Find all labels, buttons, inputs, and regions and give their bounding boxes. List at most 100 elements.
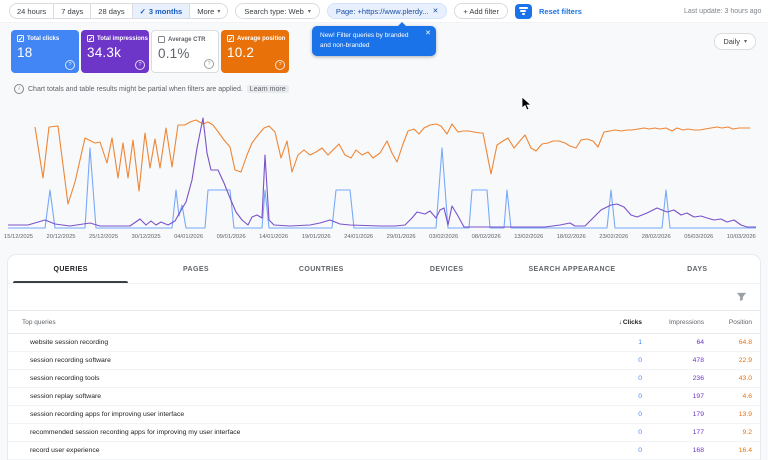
- chart-canvas: [8, 117, 756, 229]
- x-tick: 05/03/2026: [684, 234, 714, 240]
- column-top-queries[interactable]: Top queries: [22, 318, 56, 326]
- checkbox-checked-icon[interactable]: [227, 35, 234, 43]
- table-row[interactable]: session recording tools 0 236 43.0: [8, 370, 760, 388]
- tab-days[interactable]: DAYS: [635, 255, 760, 283]
- clicks-cell: 0: [638, 411, 642, 418]
- x-tick: 10/03/2026: [726, 234, 756, 240]
- range-label: 7 days: [61, 6, 84, 16]
- range-28-days[interactable]: 28 days: [91, 4, 133, 18]
- x-tick: 08/02/2026: [471, 234, 501, 240]
- table-row[interactable]: record user experience 0 168 16.4: [8, 442, 760, 460]
- checkbox-unchecked-icon[interactable]: [158, 36, 165, 43]
- average-ctr-value: 0.1%: [158, 46, 190, 61]
- impressions-cell: 478: [692, 357, 704, 364]
- impressions-cell: 179: [692, 411, 704, 418]
- close-icon[interactable]: ✕: [432, 8, 439, 15]
- page-filter-chip[interactable]: Page: +https://www.plerdy... ✕: [326, 3, 448, 19]
- query-cell[interactable]: website session recording: [30, 339, 109, 346]
- total-clicks-card[interactable]: Total clicks 18 ?: [11, 30, 79, 73]
- table-row[interactable]: session recording apps for improving use…: [8, 406, 760, 424]
- total-impressions-card[interactable]: Total impressions 34.3k ?: [81, 30, 149, 73]
- table-header-row: Top queries ↓Clicks Impressions Position: [8, 310, 760, 334]
- x-tick: 03/02/2026: [429, 234, 459, 240]
- tab-queries[interactable]: QUERIES: [8, 255, 133, 283]
- help-icon[interactable]: ?: [135, 60, 145, 70]
- tab-devices[interactable]: DEVICES: [384, 255, 509, 283]
- clicks-cell: 0: [638, 375, 642, 382]
- card-label: Average CTR: [168, 36, 206, 43]
- tab-label: DAYS: [687, 265, 708, 273]
- learn-more-link[interactable]: Learn more: [246, 85, 289, 93]
- dimension-tabs: QUERIES PAGES COUNTRIES DEVICES SEARCH A…: [8, 255, 760, 284]
- performance-chart[interactable]: [0, 108, 768, 234]
- results-table-card: QUERIES PAGES COUNTRIES DEVICES SEARCH A…: [8, 255, 760, 460]
- total-impressions-value: 34.3k: [87, 45, 122, 60]
- granularity-dropdown[interactable]: Daily ▾: [714, 33, 756, 50]
- notice-text: Chart totals and table results might be …: [28, 85, 243, 93]
- help-icon[interactable]: ?: [275, 60, 285, 70]
- range-7-days[interactable]: 7 days: [54, 4, 92, 18]
- x-tick: 18/02/2026: [556, 234, 586, 240]
- total-clicks-line: [8, 147, 756, 229]
- partial-data-notice: i Chart totals and table results might b…: [14, 84, 289, 94]
- query-cell[interactable]: recommended session recording apps for i…: [30, 429, 241, 436]
- table-row[interactable]: recommended session recording apps for i…: [8, 424, 760, 442]
- page-filter-label: Page: +https://www.plerdy...: [335, 6, 429, 16]
- column-label: Clicks: [622, 318, 642, 326]
- table-filter-icon[interactable]: [736, 292, 747, 302]
- x-tick: 20/12/2025: [46, 234, 76, 240]
- x-tick: 13/02/2026: [514, 234, 544, 240]
- last-update-text: Last update: 3 hours ago: [684, 7, 762, 15]
- position-cell: 4.6: [742, 393, 752, 400]
- add-filter-button[interactable]: + Add filter: [454, 3, 508, 19]
- table-filter-row: [8, 284, 760, 310]
- help-icon[interactable]: ?: [204, 59, 214, 69]
- query-cell[interactable]: session recording tools: [30, 375, 100, 382]
- range-label: 3 months: [148, 6, 183, 16]
- impressions-cell: 168: [692, 447, 704, 454]
- average-position-card[interactable]: Average position 10.2 ?: [221, 30, 289, 73]
- position-cell: 16.4: [738, 447, 752, 454]
- help-icon[interactable]: ?: [65, 60, 75, 70]
- reset-filters-link[interactable]: Reset filters: [538, 6, 582, 16]
- total-impressions-line: [34, 119, 750, 205]
- x-tick: 15/12/2025: [4, 234, 34, 240]
- table-row[interactable]: website session recording 1 64 64.8: [8, 334, 760, 352]
- checkbox-checked-icon[interactable]: [87, 35, 94, 43]
- column-position[interactable]: Position: [728, 318, 752, 326]
- query-cell[interactable]: record user experience: [30, 447, 100, 454]
- sort-desc-icon: ↓: [618, 318, 622, 326]
- range-label: 24 hours: [17, 6, 47, 16]
- query-cell[interactable]: session replay software: [30, 393, 102, 400]
- tab-label: DEVICES: [429, 265, 464, 273]
- chevron-down-icon: ▾: [217, 8, 221, 15]
- table-row[interactable]: session replay software 0 197 4.6: [8, 388, 760, 406]
- position-cell: 22.9: [738, 357, 752, 364]
- range-3-months[interactable]: ✓ 3 months: [132, 4, 191, 18]
- check-icon: ✓: [139, 6, 146, 16]
- query-cell[interactable]: session recording software: [30, 357, 111, 364]
- close-icon[interactable]: ✕: [425, 30, 431, 37]
- date-range-group: 24 hours 7 days 28 days ✓ 3 months More …: [9, 3, 229, 19]
- x-tick: 28/02/2026: [641, 234, 671, 240]
- promo-text: New! Filter queries by branded and non-b…: [320, 32, 409, 50]
- tab-search-appearance[interactable]: SEARCH APPEARANCE: [509, 255, 634, 283]
- range-more[interactable]: More ▾: [190, 4, 227, 18]
- search-type-filter[interactable]: Search type: Web ▾: [235, 3, 320, 19]
- tab-label: COUNTRIES: [298, 265, 344, 273]
- card-label: Total impressions: [97, 35, 148, 42]
- range-24-hours[interactable]: 24 hours: [10, 4, 55, 18]
- checkbox-checked-icon[interactable]: [17, 35, 24, 43]
- column-impressions[interactable]: Impressions: [668, 318, 704, 326]
- query-cell[interactable]: session recording apps for improving use…: [30, 411, 185, 418]
- filter-list-icon: [518, 7, 528, 9]
- average-ctr-card[interactable]: Average CTR 0.1% ?: [151, 30, 219, 73]
- table-row[interactable]: session recording software 0 478 22.9: [8, 352, 760, 370]
- impressions-cell: 236: [692, 375, 704, 382]
- tab-countries[interactable]: COUNTRIES: [259, 255, 384, 283]
- column-clicks-sorted[interactable]: ↓Clicks: [578, 319, 642, 326]
- branded-filter-button[interactable]: [514, 3, 532, 19]
- tab-pages[interactable]: PAGES: [133, 255, 258, 283]
- x-tick: 23/02/2026: [599, 234, 629, 240]
- x-tick: 04/01/2026: [174, 234, 204, 240]
